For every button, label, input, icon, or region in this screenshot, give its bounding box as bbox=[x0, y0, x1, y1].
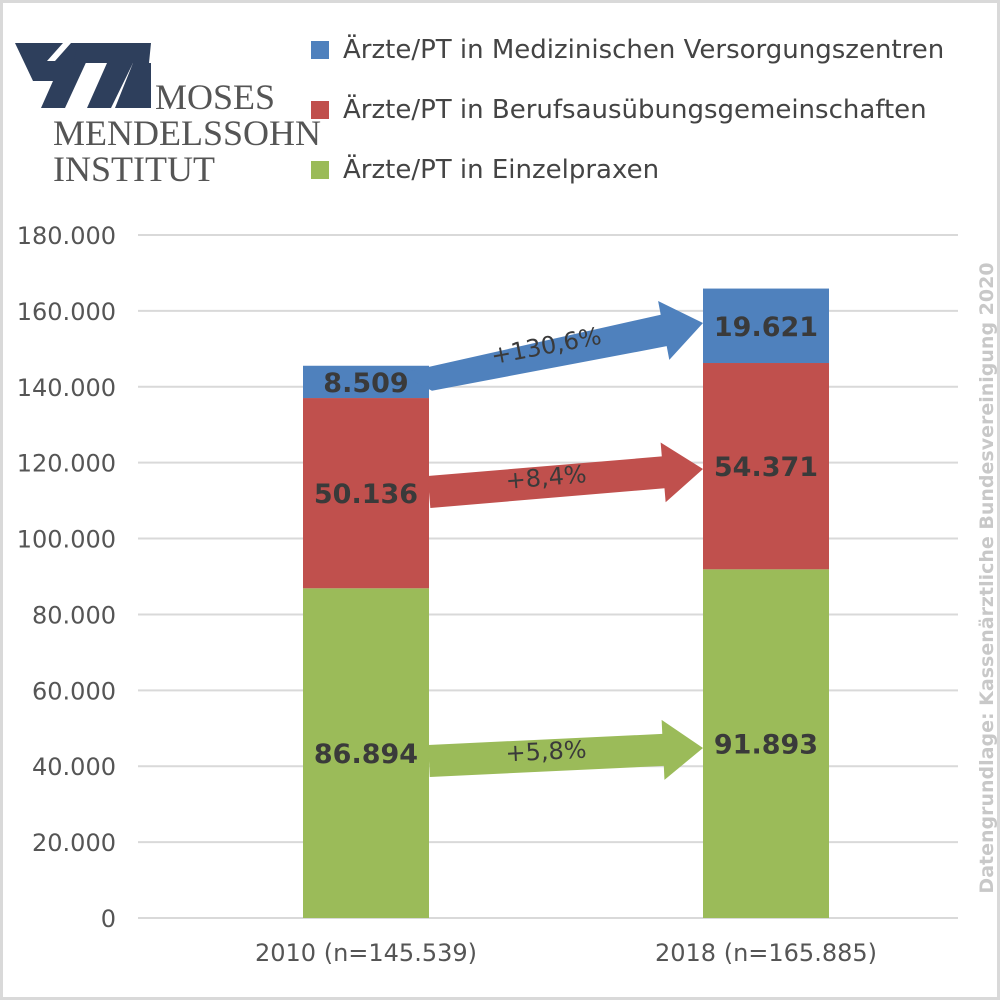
source-note: Datengrundlage: Kassenärztliche Bundesve… bbox=[976, 262, 998, 893]
value-label: 86.894 bbox=[314, 739, 418, 770]
change-arrow bbox=[427, 442, 703, 508]
y-tick-label: 180.000 bbox=[17, 222, 116, 250]
y-tick-label: 120.000 bbox=[17, 450, 116, 478]
legend-swatch bbox=[311, 161, 329, 179]
y-tick-label: 100.000 bbox=[17, 526, 116, 554]
value-label: 54.371 bbox=[714, 452, 818, 483]
bar-segment bbox=[303, 398, 429, 589]
y-tick-label: 160.000 bbox=[17, 298, 116, 326]
logo: MOSES MENDELSSOHN INSTITUT bbox=[15, 43, 321, 189]
legend-label: Ärzte/PT in Einzelpraxen bbox=[343, 153, 659, 185]
change-arrow bbox=[398, 300, 703, 391]
y-tick-label: 80.000 bbox=[32, 601, 116, 629]
data-labels: 86.894 91.893 50.136 54.371 8.509 19.621 bbox=[314, 312, 818, 770]
change-arrow bbox=[428, 719, 703, 780]
value-label: 8.509 bbox=[323, 368, 408, 399]
bar-segment bbox=[703, 569, 829, 918]
y-tick-label: 0 bbox=[101, 905, 116, 933]
bar-segment bbox=[303, 365, 429, 399]
x-axis: 2010 (n=145.539) 2018 (n=165.885) bbox=[255, 939, 877, 967]
bar-segment bbox=[703, 288, 829, 364]
legend-swatch bbox=[311, 41, 329, 59]
logo-text-line1: MOSES bbox=[155, 77, 275, 117]
chart-svg: MOSES MENDELSSOHN INSTITUT Ärzte/PT in M… bbox=[15, 33, 998, 967]
legend: Ärzte/PT in Medizinischen Versorgungszen… bbox=[311, 33, 944, 185]
value-label: 19.621 bbox=[714, 312, 818, 343]
change-label: +8,4% bbox=[505, 460, 588, 495]
logo-text-line2: MENDELSSOHN bbox=[53, 113, 321, 153]
y-tick-label: 60.000 bbox=[32, 677, 116, 705]
bar-segment bbox=[303, 588, 429, 918]
y-axis: 0 20.000 40.000 60.000 80.000 100.000 120.000 1… bbox=[17, 222, 116, 933]
logo-text-line3: INSTITUT bbox=[53, 149, 215, 189]
y-tick-label: 40.000 bbox=[32, 753, 116, 781]
change-arrows: +5,8%+8,4%+130,6% bbox=[398, 300, 703, 780]
value-label: 50.136 bbox=[314, 479, 418, 510]
y-tick-label: 140.000 bbox=[17, 374, 116, 402]
legend-label: Ärzte/PT in Medizinischen Versorgungszen… bbox=[343, 33, 944, 65]
y-tick-label: 20.000 bbox=[32, 829, 116, 857]
legend-label: Ärzte/PT in Berufsausübungsgemeinschafte… bbox=[343, 93, 927, 125]
bars bbox=[303, 288, 829, 918]
change-label: +5,8% bbox=[505, 736, 587, 768]
x-tick-label: 2010 (n=145.539) bbox=[255, 939, 477, 967]
legend-swatch bbox=[311, 101, 329, 119]
value-label: 91.893 bbox=[714, 730, 818, 761]
bar-segment bbox=[703, 363, 829, 570]
x-tick-label: 2018 (n=165.885) bbox=[655, 939, 877, 967]
logo-mark bbox=[15, 43, 151, 108]
